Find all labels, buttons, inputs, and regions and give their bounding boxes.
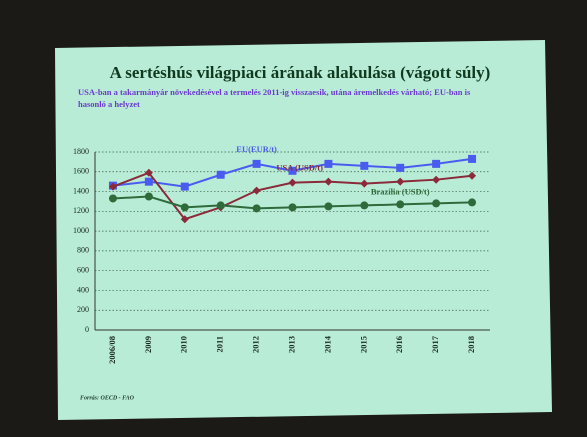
y-tick-label: 1000 bbox=[73, 226, 89, 235]
y-tick-label: 800 bbox=[77, 246, 89, 255]
slide bbox=[55, 40, 552, 420]
y-tick-label: 1200 bbox=[73, 206, 89, 215]
series-label: USA (USD/t) bbox=[276, 163, 323, 173]
marker bbox=[324, 202, 333, 211]
marker bbox=[144, 192, 153, 201]
source: Forrás: OECD - FAO bbox=[80, 395, 135, 401]
subtitle-box: USA-ban a takarmányár növekedésével a te… bbox=[78, 87, 471, 109]
marker bbox=[396, 177, 405, 186]
y-tick-label: 400 bbox=[77, 285, 89, 294]
marker bbox=[432, 199, 441, 208]
y-tick-label: 1800 bbox=[73, 147, 89, 156]
marker bbox=[360, 161, 369, 170]
x-tick-label: 2009 bbox=[143, 336, 153, 353]
y-tick-label: 0 bbox=[85, 325, 89, 334]
marker bbox=[180, 203, 189, 212]
marker bbox=[180, 182, 189, 191]
marker bbox=[180, 215, 189, 224]
marker bbox=[216, 201, 225, 210]
y-tick-label: 600 bbox=[77, 265, 89, 274]
marker bbox=[252, 186, 261, 195]
y-tick-label: 200 bbox=[77, 305, 89, 314]
marker bbox=[108, 182, 117, 191]
series-label: EU(EUR/t) bbox=[236, 144, 277, 154]
marker bbox=[324, 159, 333, 168]
marker bbox=[144, 168, 153, 177]
x-tick-label: 2018 bbox=[466, 336, 476, 353]
marker bbox=[288, 178, 297, 187]
marker bbox=[396, 163, 405, 172]
x-tick-label: 2014 bbox=[322, 335, 332, 353]
marker bbox=[288, 166, 297, 175]
chart-subtitle: USA-ban a takarmányár növekedésével a te… bbox=[78, 87, 471, 109]
marker bbox=[360, 179, 369, 188]
x-tick-label: 2017 bbox=[430, 335, 440, 353]
marker bbox=[468, 171, 477, 180]
marker bbox=[468, 154, 477, 163]
x-tick-label: 2010 bbox=[179, 336, 189, 353]
x-tick-label: 2015 bbox=[358, 336, 368, 353]
marker bbox=[432, 175, 441, 184]
marker bbox=[144, 177, 153, 186]
y-tick-label: 1600 bbox=[73, 167, 89, 176]
x-tick-label: 2012 bbox=[251, 336, 261, 353]
series-label: Brazília (USD/t) bbox=[371, 186, 430, 196]
marker bbox=[432, 159, 441, 168]
marker bbox=[108, 194, 117, 203]
marker bbox=[324, 177, 333, 186]
marker bbox=[288, 203, 297, 212]
marker bbox=[360, 201, 369, 210]
marker bbox=[396, 200, 405, 209]
chart-title: A sertéshús világpiaci árának alakulása … bbox=[110, 63, 491, 82]
marker bbox=[468, 198, 477, 207]
y-tick-label: 1400 bbox=[73, 186, 89, 195]
x-tick-label: 2011 bbox=[215, 336, 225, 353]
x-tick-label: 2006/08 bbox=[107, 336, 117, 364]
marker bbox=[252, 204, 261, 213]
marker bbox=[252, 159, 261, 168]
x-tick-label: 2016 bbox=[394, 336, 404, 353]
x-tick-label: 2013 bbox=[286, 336, 296, 353]
marker bbox=[216, 170, 225, 179]
